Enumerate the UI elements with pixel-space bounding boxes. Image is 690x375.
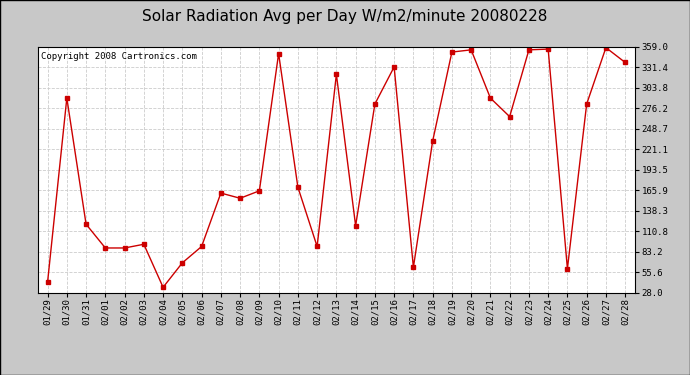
Text: Solar Radiation Avg per Day W/m2/minute 20080228: Solar Radiation Avg per Day W/m2/minute … <box>142 9 548 24</box>
Text: Copyright 2008 Cartronics.com: Copyright 2008 Cartronics.com <box>41 52 197 61</box>
